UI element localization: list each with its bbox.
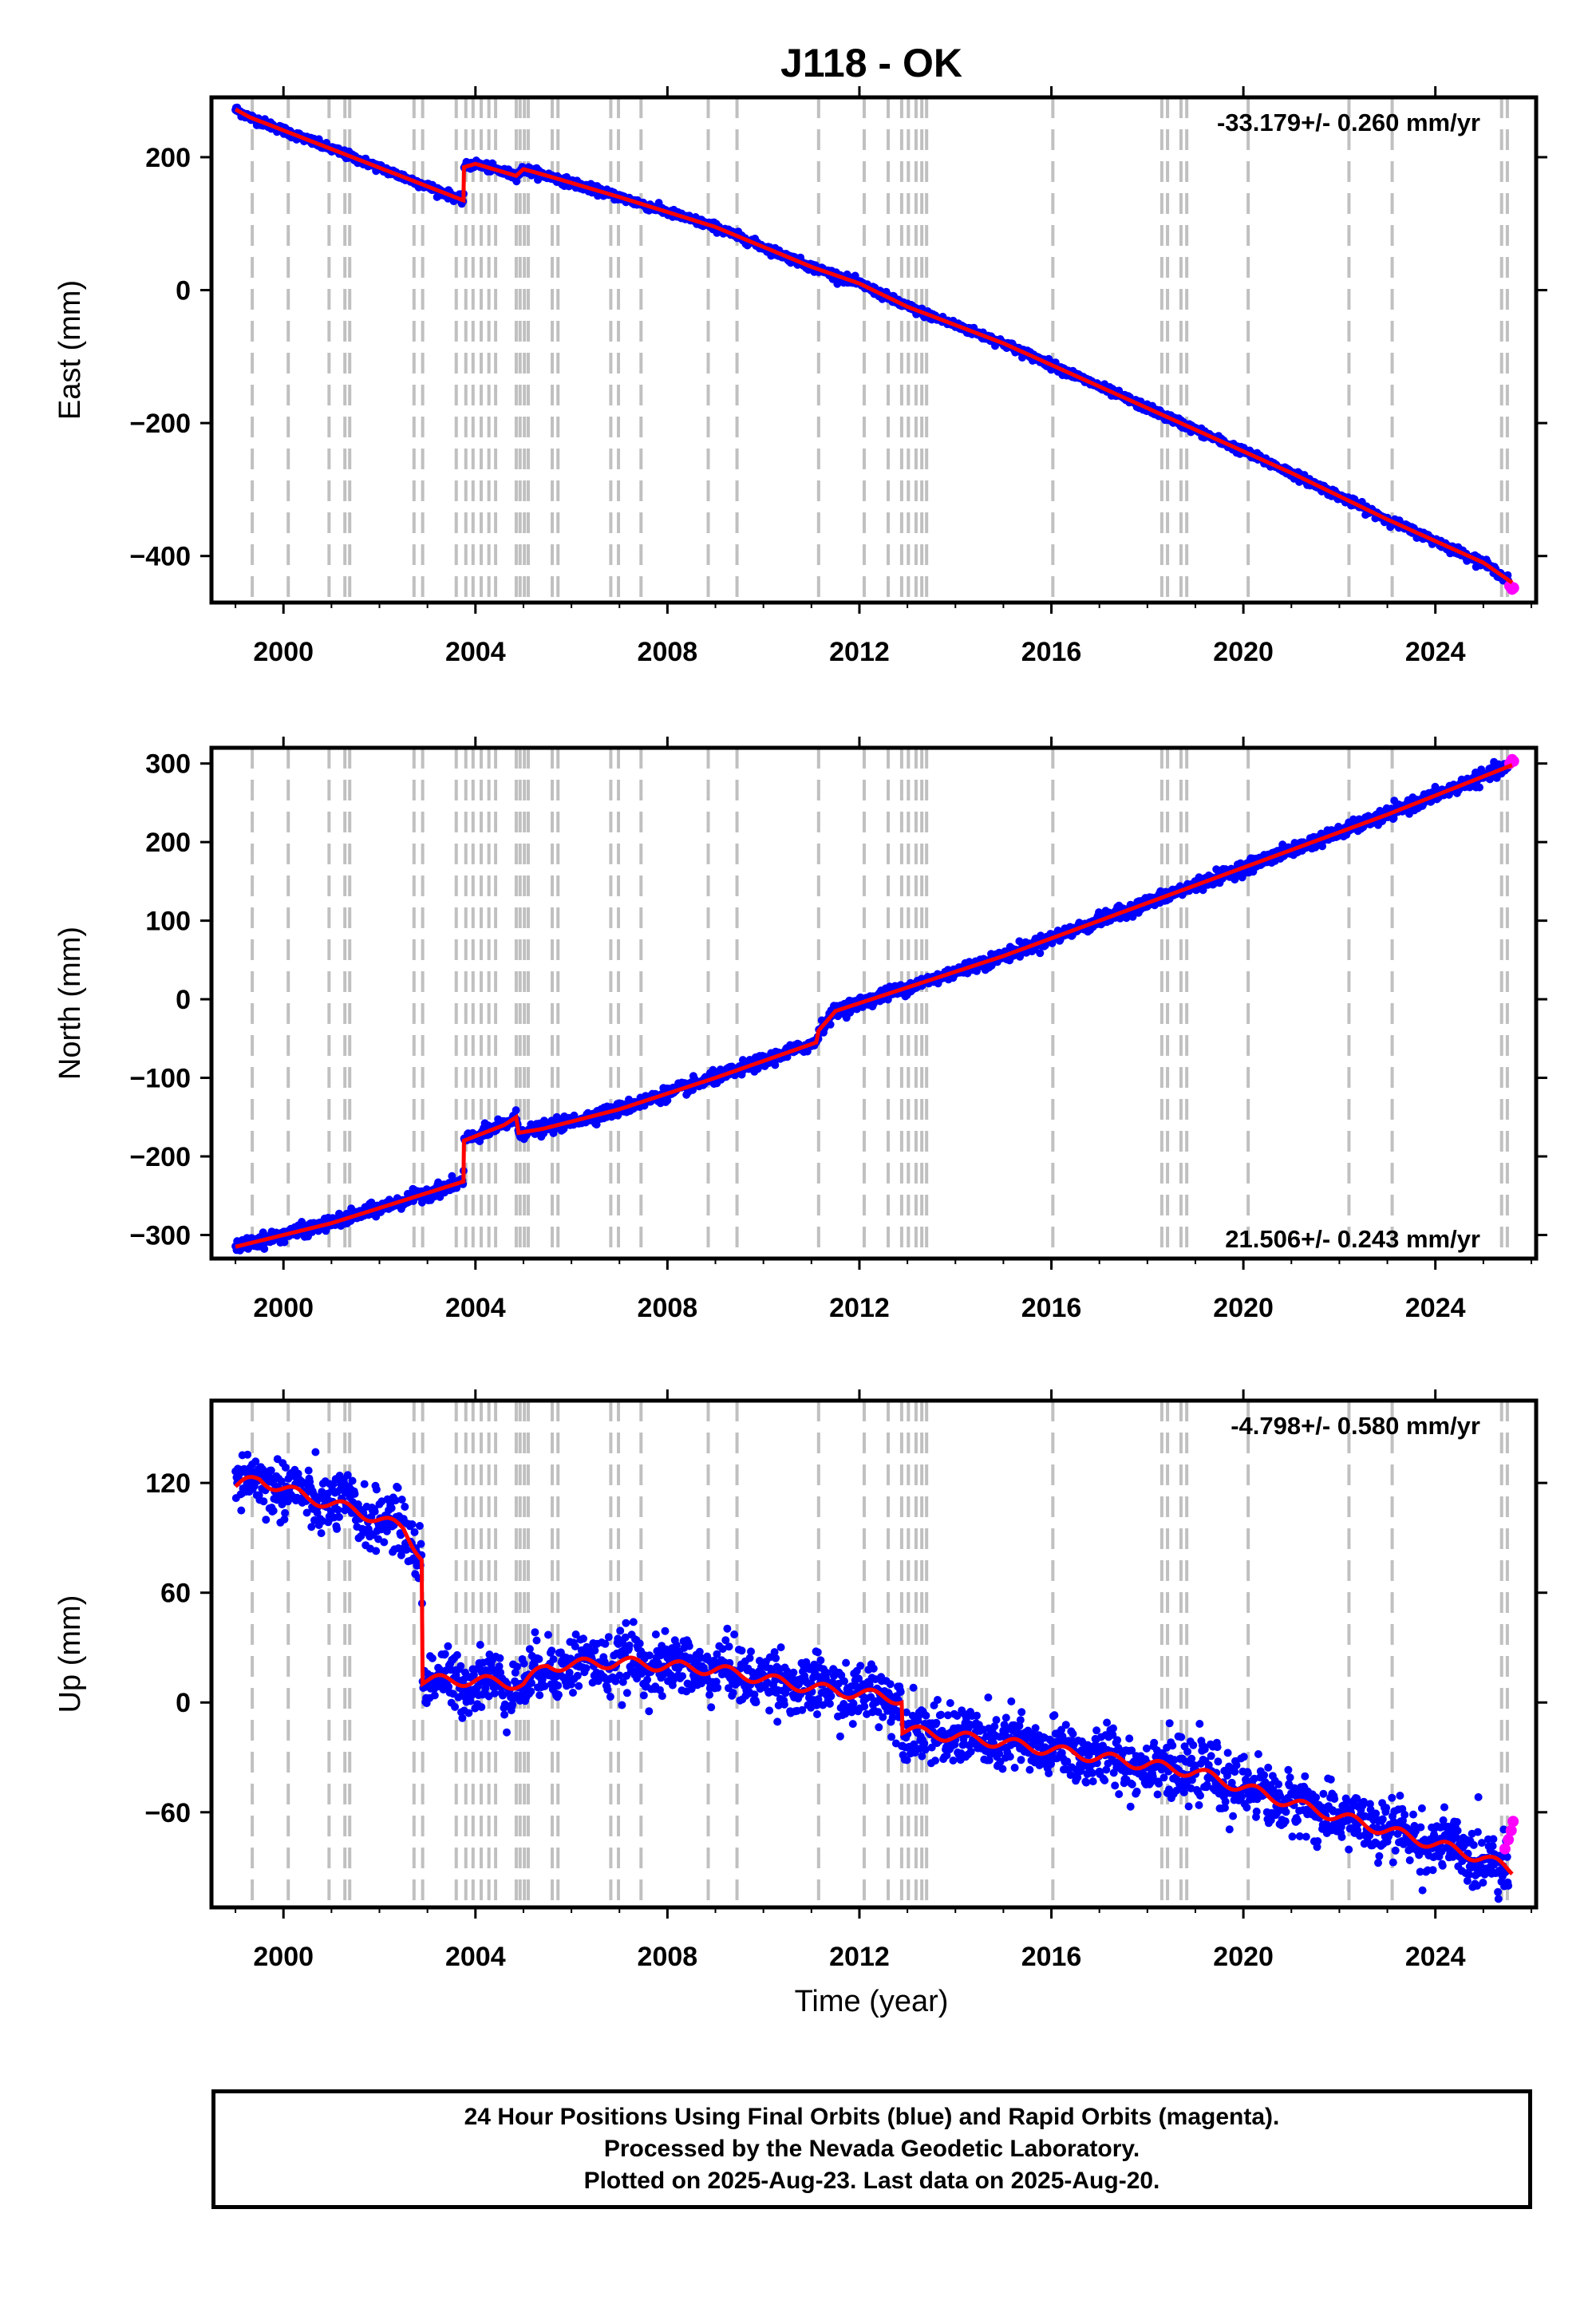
y-axis-label: North (mm) [53,927,87,1080]
event-lines [251,748,1509,1259]
rapid-orbit-point [1503,1834,1515,1846]
x-tick-label: 2024 [1405,637,1466,667]
x-tick-label: 2008 [638,1942,698,1972]
rapid-orbit-point [1507,582,1519,594]
model-line [235,763,1513,1249]
panel-north: 2000 2004 2008 2012 2016 2020 2024 300 200 100 0 −1… [53,737,1547,1323]
y-tick-label: −200 [129,1142,191,1172]
y-axis-label: Up (mm) [53,1595,87,1713]
plot-frame [209,1398,1539,1910]
x-tick-label: 2012 [829,1293,890,1323]
footer-line-2: Processed by the Nevada Geodetic Laborat… [603,2136,1140,2162]
y-tick-label: 0 [176,985,191,1015]
footer-box: 24 Hour Positions Using Final Orbits (bl… [211,2089,1532,2209]
rate-label: -4.798+/- 0.580 mm/yr [1231,1412,1480,1440]
plot-frame [209,95,1539,605]
x-tick-label: 2024 [1405,1942,1466,1972]
final-orbit-points [231,753,1519,1255]
y-tick-label: −300 [129,1220,191,1251]
x-axis-label: Time (year) [795,1985,949,2018]
x-tick-label: 2012 [829,1942,890,1972]
y-tick-label: 200 [145,143,191,173]
x-tick-label: 2008 [638,637,698,667]
x-tick-label: 2004 [445,1942,506,1972]
x-tick-label: 2004 [445,637,506,667]
final-orbit-dots [231,1448,1513,1903]
y-tick-label: 0 [176,1688,191,1718]
x-tick-label: 2024 [1405,1293,1466,1323]
y-tick-label: −400 [129,542,191,572]
x-tick-label: 2020 [1213,1293,1274,1323]
model-line [234,107,1514,585]
x-tick-label: 2000 [253,1942,314,1972]
final-orbit-points [231,1448,1519,1903]
x-tick-label: 2004 [445,1293,506,1323]
chart-title: J118 - OK [780,41,962,85]
final-orbit-dots [231,757,1513,1255]
rate-label: 21.506+/- 0.243 mm/yr [1225,1225,1480,1253]
y-axis-label: East (mm) [53,280,87,420]
rate-label: -33.179+/- 0.260 mm/yr [1217,109,1480,136]
rapid-orbit-point [1505,1824,1517,1836]
x-tick-label: 2000 [253,1293,314,1323]
y-tick-label: 120 [145,1468,191,1499]
y-tick-label: 100 [145,907,191,937]
y-tick-label: −60 [144,1798,191,1828]
event-lines [251,97,1509,603]
final-orbit-points [231,103,1519,595]
x-tick-label: 2012 [829,637,890,667]
x-tick-label: 2000 [253,637,314,667]
y-tick-label: 300 [145,749,191,780]
y-tick-label: 60 [160,1579,191,1609]
x-tick-label: 2016 [1021,637,1082,667]
x-tick-label: 2020 [1213,1942,1274,1972]
x-tick-label: 2008 [638,1293,698,1323]
footer-line-3: Plotted on 2025-Aug-23. Last data on 202… [583,2168,1160,2194]
rapid-orbit-point [1507,1816,1519,1828]
x-tick-label: 2020 [1213,637,1274,667]
y-tick-label: −200 [129,409,191,439]
footer-line-1: 24 Hour Positions Using Final Orbits (bl… [464,2104,1280,2130]
y-tick-label: −100 [129,1064,191,1094]
y-tick-label: 0 [176,276,191,306]
x-tick-label: 2016 [1021,1942,1082,1972]
panel-east: 2000 2004 2008 2012 2016 2020 20242000−200−400… [53,86,1547,667]
plot-frame [209,745,1539,1261]
x-tick-label: 2016 [1021,1293,1082,1323]
model-line [234,1475,1514,1875]
y-tick-label: 200 [145,828,191,858]
rapid-orbit-point [1499,1843,1511,1855]
panel-up: 2000 2004 2008 2012 2016 2020 2024 120 60 0 −60 Up … [53,1389,1547,1972]
